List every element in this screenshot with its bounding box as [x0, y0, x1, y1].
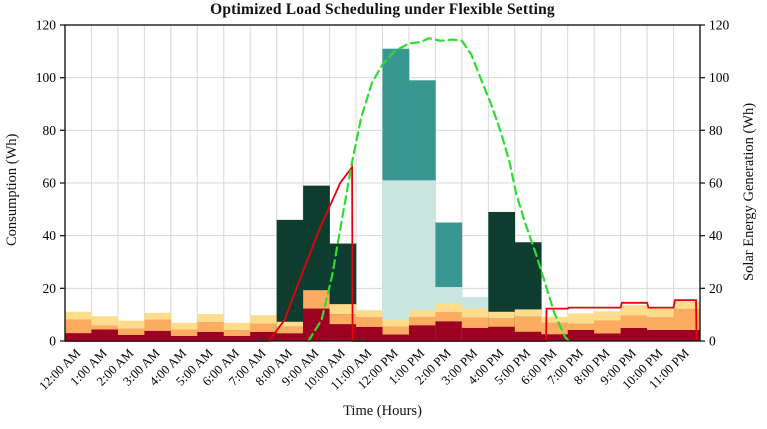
bar-segment-yellow — [541, 316, 569, 323]
bar-segment-orange — [408, 316, 436, 326]
y-tick-label-right: 120 — [709, 18, 730, 33]
bar-segment-orange — [647, 316, 674, 330]
y-tick-label-right: 100 — [709, 70, 730, 85]
bar-segment-yellow — [461, 308, 489, 318]
y-tick-label-left: 100 — [36, 70, 57, 85]
bar-segment-red — [647, 329, 674, 341]
y-tick-label-left: 80 — [43, 123, 57, 138]
bar-segment-orange — [356, 316, 383, 327]
bar-segment-yellow — [65, 311, 92, 320]
bar-segment-yellow — [382, 319, 410, 327]
bar-segment-red — [356, 326, 383, 341]
bar-segment-teal — [435, 222, 463, 288]
bar-segment-yellow — [250, 315, 277, 324]
bar-segment-red — [170, 335, 198, 341]
bar-segment-yellow — [276, 321, 304, 327]
bar-segment-red — [276, 333, 304, 341]
bar-segment-red — [117, 334, 145, 341]
bar-segment-red — [594, 333, 621, 341]
bar-segment-red — [461, 327, 489, 341]
bar-segment-yellow — [170, 322, 198, 330]
bar-segment-yellow — [408, 310, 436, 317]
bar-segment-red — [514, 331, 542, 341]
bar-segment-yellow — [647, 308, 674, 317]
bar-segment-red — [223, 335, 251, 341]
red-consumption-line — [65, 164, 698, 342]
bar-segment-orange — [65, 319, 92, 334]
bar-segment-yellow — [620, 305, 648, 316]
bar-segment-orange — [91, 325, 119, 330]
bar-segment-orange — [303, 290, 330, 309]
y-tick-label-left: 20 — [43, 281, 57, 296]
bar-segment-yellow — [144, 312, 172, 320]
chart-title: Optimized Load Scheduling under Flexible… — [210, 1, 555, 18]
bar-segment-orange — [170, 329, 198, 336]
bar-segment-yellow — [488, 311, 516, 319]
bar-segment-orange — [594, 320, 621, 334]
bar-segment-orange — [250, 323, 277, 332]
bar-segment-orange — [329, 314, 357, 325]
bar-segment-orange — [567, 323, 595, 330]
bar-segment-red — [303, 308, 330, 341]
bar-segment-yellow — [329, 304, 357, 315]
bar-segment-red — [620, 327, 648, 341]
solar-generation-line — [307, 37, 571, 343]
bar-segment-orange — [197, 321, 225, 332]
y-tick-label-left: 40 — [43, 228, 57, 243]
bar-segment-red — [65, 333, 92, 341]
bar-segment-red — [488, 326, 516, 341]
bar-segment-orange — [541, 322, 569, 335]
bar-segment-red — [567, 329, 595, 341]
y-tick-label-right: 0 — [709, 334, 716, 349]
bar-segment-orange — [117, 328, 145, 335]
bar-segment-red — [250, 331, 277, 341]
bar-segment-yellow — [197, 314, 225, 322]
bar-segment-yellow — [514, 309, 542, 317]
bar-segment-red — [382, 334, 410, 341]
bar-segment-orange — [620, 315, 648, 328]
bar-segment-yellow — [117, 320, 145, 329]
y-tick-label-left: 120 — [36, 18, 57, 33]
bar-segment-yellow — [673, 301, 701, 309]
bar-segment-red — [541, 334, 569, 341]
bar-segment-red — [91, 329, 119, 341]
bar-segment-orange — [461, 317, 489, 328]
bar-segment-orange — [514, 316, 542, 332]
y-tick-label-right: 80 — [709, 123, 723, 138]
bar-segment-orange — [223, 329, 251, 336]
bar-segment-orange — [673, 308, 701, 330]
bar-segment-red — [197, 331, 225, 341]
bar-segment-red — [329, 324, 357, 341]
bar-segment-yellow — [594, 311, 621, 321]
bar-segment-orange — [382, 326, 410, 335]
y-tick-label-right: 20 — [709, 281, 723, 296]
bar-segment-red — [408, 325, 436, 341]
bar-segment-red — [673, 329, 701, 341]
bar-segment-yellow — [91, 316, 119, 326]
bar-segment-orange — [144, 319, 172, 331]
bar-segment-yellow — [223, 322, 251, 330]
bar-segment-red — [435, 321, 463, 341]
bar-segment-orange — [276, 326, 304, 334]
bar-segment-teal — [408, 80, 436, 181]
bar-segment-red — [144, 330, 172, 341]
bar-segment-pale-teal — [382, 180, 410, 341]
bar-segment-orange — [435, 311, 463, 322]
y-tick-label-right: 40 — [709, 228, 723, 243]
bar-segment-teal — [382, 48, 410, 181]
y-tick-label-right: 60 — [709, 176, 723, 191]
bar-segment-yellow — [567, 313, 595, 324]
bar-segment-yellow — [435, 303, 463, 312]
x-axis-label: Time (Hours) — [343, 403, 422, 419]
bar-segment-orange — [488, 318, 516, 327]
y-tick-label-left: 60 — [43, 176, 57, 191]
bar-segment-yellow — [356, 310, 383, 317]
y-tick-label-left: 0 — [49, 334, 56, 349]
